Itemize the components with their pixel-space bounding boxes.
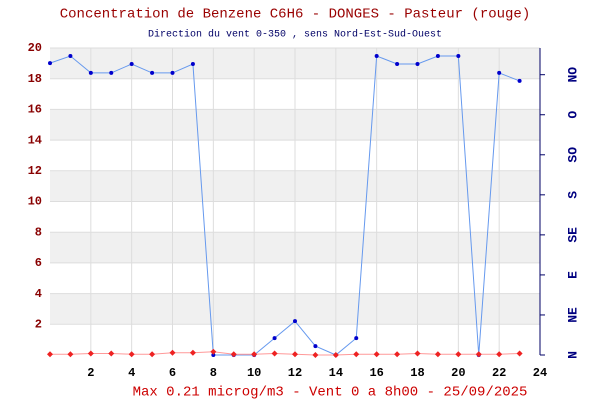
y2-tick-label: NE: [565, 307, 580, 323]
point: [517, 78, 522, 83]
point: [434, 351, 441, 358]
x-tick-label: 10: [247, 366, 261, 380]
y-tick-label: 8: [35, 225, 42, 239]
x-tick-label: 18: [410, 366, 424, 380]
x-tick-label: 20: [451, 366, 465, 380]
point: [190, 62, 195, 67]
point: [210, 348, 217, 355]
x-tick-label: 4: [128, 366, 135, 380]
point: [108, 350, 115, 357]
y2-tick-label: N: [565, 351, 580, 359]
point: [475, 351, 482, 358]
point: [68, 54, 73, 59]
point: [353, 351, 360, 358]
series-line: [50, 351, 520, 356]
point: [150, 70, 155, 75]
point: [87, 350, 94, 357]
point: [88, 70, 93, 75]
point: [394, 351, 401, 358]
point: [109, 70, 114, 75]
y-tick-label: 16: [28, 103, 42, 117]
series-line: [49, 55, 520, 356]
point: [455, 351, 462, 358]
y-tick-label: 14: [28, 133, 42, 147]
point: [271, 350, 278, 357]
point: [496, 351, 503, 358]
point: [497, 70, 502, 75]
point: [251, 351, 258, 358]
chart-footer: Max 0.21 microg/m3 - Vent 0 a 8h00 - 25/…: [133, 385, 528, 400]
point: [293, 319, 297, 324]
point: [169, 349, 176, 356]
y2-tick-label: S: [565, 191, 580, 199]
point: [67, 351, 74, 358]
point: [48, 61, 52, 66]
y2-tick-label: E: [565, 271, 580, 279]
x-tick-label: 24: [533, 366, 547, 380]
x-tick-label: 12: [288, 366, 302, 380]
x-tick-label: 14: [329, 366, 343, 380]
x-tick-label: 8: [210, 366, 217, 380]
x-tick-label: 2: [87, 366, 94, 380]
point: [312, 352, 319, 358]
x-tick-label: 16: [369, 366, 383, 380]
point: [47, 351, 53, 358]
point: [149, 351, 156, 358]
point: [129, 62, 134, 67]
y2-tick-label: SO: [565, 147, 580, 163]
point: [415, 62, 420, 67]
point: [170, 70, 175, 75]
chart-title: Concentration de Benzene C6H6 - DONGES -…: [60, 7, 530, 23]
y-tick-label: 20: [28, 41, 42, 55]
point: [395, 62, 400, 67]
point: [211, 353, 216, 357]
y-tick-label: 10: [28, 195, 42, 209]
chart-subtitle: Direction du vent 0-350 , sens Nord-Est-…: [148, 29, 442, 41]
point: [332, 352, 339, 358]
point: [456, 54, 461, 59]
y2-tick-label: O: [565, 111, 580, 119]
y-tick-label: 4: [35, 287, 42, 301]
y2-tick-label: SE: [565, 227, 580, 243]
point: [189, 349, 196, 356]
point: [230, 351, 237, 358]
point: [516, 350, 523, 357]
y-tick-label: 12: [28, 164, 42, 178]
x-tick-label: 6: [169, 366, 176, 380]
point: [292, 351, 298, 358]
point: [435, 54, 440, 59]
point: [128, 351, 135, 358]
y-tick-label: 2: [35, 317, 42, 331]
point: [272, 336, 277, 341]
point: [373, 351, 380, 358]
point: [414, 350, 421, 357]
y2-tick-label: NO: [565, 67, 580, 83]
y-tick-label: 18: [28, 72, 42, 86]
y-tick-label: 6: [35, 256, 42, 270]
point: [313, 344, 318, 349]
point: [354, 336, 359, 341]
x-tick-label: 22: [492, 366, 506, 380]
point: [374, 54, 379, 59]
